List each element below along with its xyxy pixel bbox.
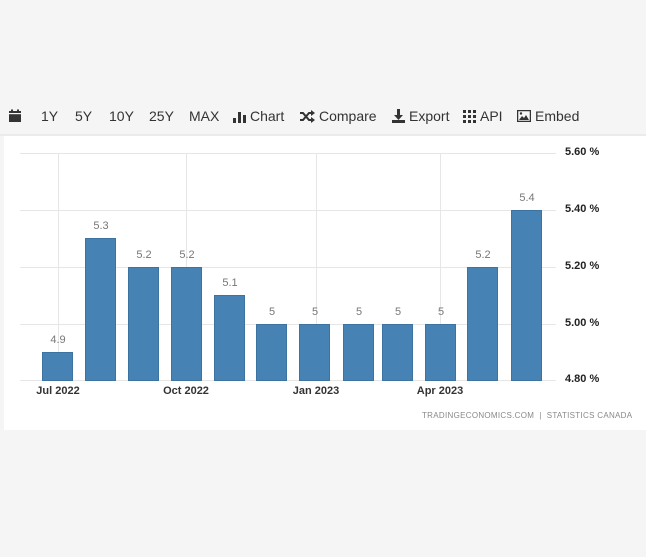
bar-value-label: 5.3 [93,220,109,232]
compare-label: Compare [319,108,377,124]
gridline [20,210,556,211]
export-button[interactable]: Export [392,108,449,124]
bar-value-label: 5 [268,306,276,318]
bar-value-label: 5 [437,306,445,318]
calendar-icon [9,109,21,122]
x-tick-label: Jan 2023 [292,385,340,397]
image-icon [517,110,531,122]
y-tick-label: 4.80 % [565,373,600,385]
calendar-button[interactable] [8,109,22,123]
bar-value-label: 5 [394,306,402,318]
x-tick-label: Apr 2023 [416,385,464,397]
embed-button[interactable]: Embed [517,108,579,124]
range-25y-button[interactable]: 25Y [149,108,174,124]
y-tick-label: 5.20 % [565,260,600,272]
chart-label: Chart [250,108,285,124]
bar[interactable] [171,267,202,381]
chart-button[interactable]: Chart [233,108,284,124]
source-credit[interactable]: TRADINGECONOMICS.COM | STATISTICS CANADA [422,411,633,420]
shuffle-icon [300,109,315,123]
bar[interactable] [299,324,330,381]
range-10y-button[interactable]: 10Y [109,108,134,124]
range-max-button[interactable]: MAX [189,108,220,124]
export-label: Export [409,108,450,124]
range-1y-button[interactable]: 1Y [41,108,59,124]
compare-button[interactable]: Compare [300,108,377,124]
bar[interactable] [382,324,413,381]
bar-value-label: 5.4 [519,192,535,204]
gridline [20,380,556,381]
embed-label: Embed [535,108,580,124]
bar[interactable] [467,267,498,381]
bar-value-label: 5.2 [475,249,491,261]
bar-value-label: 5.2 [179,249,195,261]
bar-value-label: 4.9 [50,334,66,346]
bar-value-label: 5.2 [136,249,152,261]
bar[interactable] [256,324,287,381]
bar[interactable] [343,324,374,381]
api-label: API [480,108,503,124]
chart-toolbar: 1Y 5Y 10Y 25Y MAX Chart Compare Export A… [0,100,646,136]
y-tick-label: 5.40 % [565,203,600,215]
api-button[interactable]: API [463,108,503,124]
bar[interactable] [85,238,116,381]
bar-value-label: 5.1 [222,277,238,289]
bar[interactable] [511,210,542,381]
bar-chart-icon [233,111,246,123]
x-tick-label: Jul 2022 [36,385,80,397]
download-icon [392,109,405,123]
gridline [20,324,556,325]
x-tick-label: Oct 2022 [163,385,209,397]
bar[interactable] [128,267,159,381]
gridline [20,267,556,268]
range-5y-button[interactable]: 5Y [75,108,93,124]
bar[interactable] [425,324,456,381]
gridline [316,153,317,381]
bar[interactable] [42,352,73,381]
gridline [58,153,59,381]
y-tick-label: 5.00 % [565,317,600,329]
gridline [20,153,556,154]
bar-value-label: 5 [355,306,363,318]
y-tick-label: 5.60 % [565,146,600,158]
bar[interactable] [214,295,245,381]
page-footer-area [0,432,646,557]
grid-icon [463,109,476,123]
gridline [440,153,441,381]
bar-value-label: 5 [311,306,319,318]
